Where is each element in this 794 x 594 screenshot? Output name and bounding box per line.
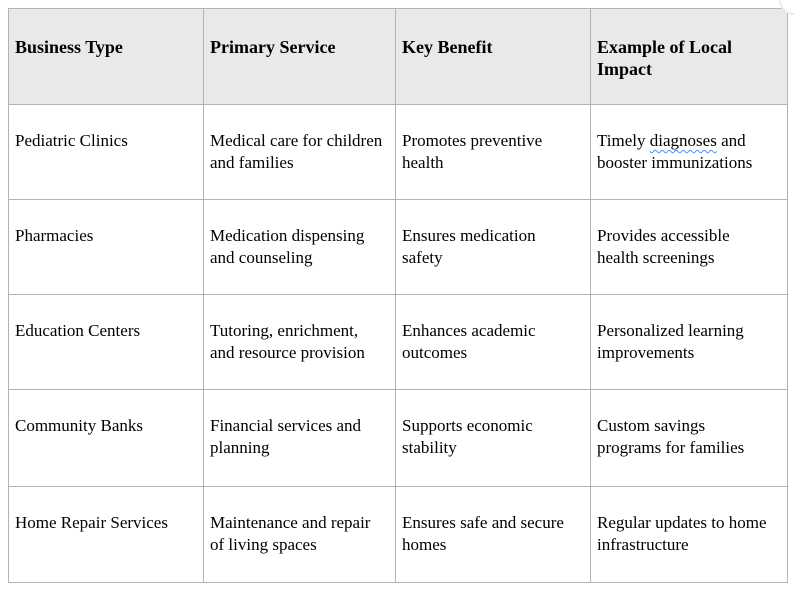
cell-text: Financial services and planning — [210, 416, 362, 457]
table-cell[interactable]: Provides accessible health screenings — [590, 199, 788, 295]
table-cell[interactable]: Custom savings programs for families — [590, 389, 788, 487]
table-row: Home Repair Services Maintenance and repa… — [8, 486, 788, 583]
table-cell[interactable]: Promotes preventive health — [395, 104, 591, 200]
table-cell[interactable]: Home Repair Services — [8, 486, 204, 583]
table-cell[interactable]: Supports economic stability — [395, 389, 591, 487]
cell-text: Community Banks — [15, 416, 143, 435]
table-cell[interactable]: Timely diagnoses and booster immunizatio… — [590, 104, 788, 200]
cell-text: Ensures safe and secure homes — [402, 513, 564, 554]
business-types-table: Business Type Primary Service Key Benefit E… — [8, 8, 788, 583]
table-row: Pediatric Clinics Medical care for childr… — [8, 104, 788, 200]
cell-text: Education Centers — [15, 321, 141, 340]
cell-text: Medication dispensing and counseling — [210, 226, 365, 267]
cell-text: Timely — [597, 131, 650, 150]
cell-text: Regular updates to home infrastructure — [597, 513, 767, 554]
cell-text: Ensures medication safety — [402, 226, 536, 267]
cell-text: Enhances academic outcomes — [402, 321, 536, 362]
cell-text: Maintenance and repair of living spaces — [210, 513, 371, 554]
column-header-example-of-local-impact[interactable]: Example of Local Impact — [590, 8, 788, 105]
cell-text: Home Repair Services — [15, 513, 168, 532]
table-cell[interactable]: Tutoring, enrichment, and resource provi… — [203, 294, 396, 390]
cell-text: Pediatric Clinics — [15, 131, 128, 150]
table-header: Business Type Primary Service Key Benefit E… — [8, 8, 788, 105]
cell-text: Medical care for children and families — [210, 131, 383, 172]
table-cell[interactable]: Ensures medication safety — [395, 199, 591, 295]
cell-text: and booster immunizations — [597, 131, 753, 172]
column-header-primary-service[interactable]: Primary Service — [203, 8, 396, 105]
table-cell[interactable]: Pharmacies — [8, 199, 204, 295]
header-row: Business Type Primary Service Key Benefit E… — [8, 8, 788, 105]
table-cell[interactable]: Pediatric Clinics — [8, 104, 204, 200]
table-cell[interactable]: Enhances academic outcomes — [395, 294, 591, 390]
misspelled-word: diagnoses — [649, 131, 717, 150]
table-cell[interactable]: Ensures safe and secure homes — [395, 486, 591, 583]
table-cell[interactable]: Community Banks — [8, 389, 204, 487]
table-cell[interactable]: Medical care for children and families — [203, 104, 396, 200]
table-row: Community Banks Financial services and pl… — [8, 389, 788, 487]
table-cell[interactable]: Maintenance and repair of living spaces — [203, 486, 396, 583]
cell-text: Custom savings programs for families — [597, 416, 745, 457]
cell-text: Supports economic stability — [402, 416, 533, 457]
cell-text: Promotes preventive health — [402, 131, 543, 172]
table-cell[interactable]: Personalized learning improvements — [590, 294, 788, 390]
table-cell[interactable]: Education Centers — [8, 294, 204, 390]
column-header-business-type[interactable]: Business Type — [8, 8, 204, 105]
table-cell[interactable]: Regular updates to home infrastructure — [590, 486, 788, 583]
cell-text: Personalized learning improvements — [597, 321, 744, 362]
table-row: Education Centers Tutoring, enrichment, a… — [8, 294, 788, 390]
cell-text: Tutoring, enrichment, and resource provi… — [210, 321, 365, 362]
table-cell[interactable]: Financial services and planning — [203, 389, 396, 487]
table-row: Pharmacies Medication dispensing and coun… — [8, 199, 788, 295]
table-body: Pediatric Clinics Medical care for childr… — [8, 104, 788, 583]
table-cell[interactable]: Medication dispensing and counseling — [203, 199, 396, 295]
cell-text: Pharmacies — [15, 226, 94, 245]
column-header-key-benefit[interactable]: Key Benefit — [395, 8, 591, 105]
cell-text: Provides accessible health screenings — [597, 226, 730, 267]
